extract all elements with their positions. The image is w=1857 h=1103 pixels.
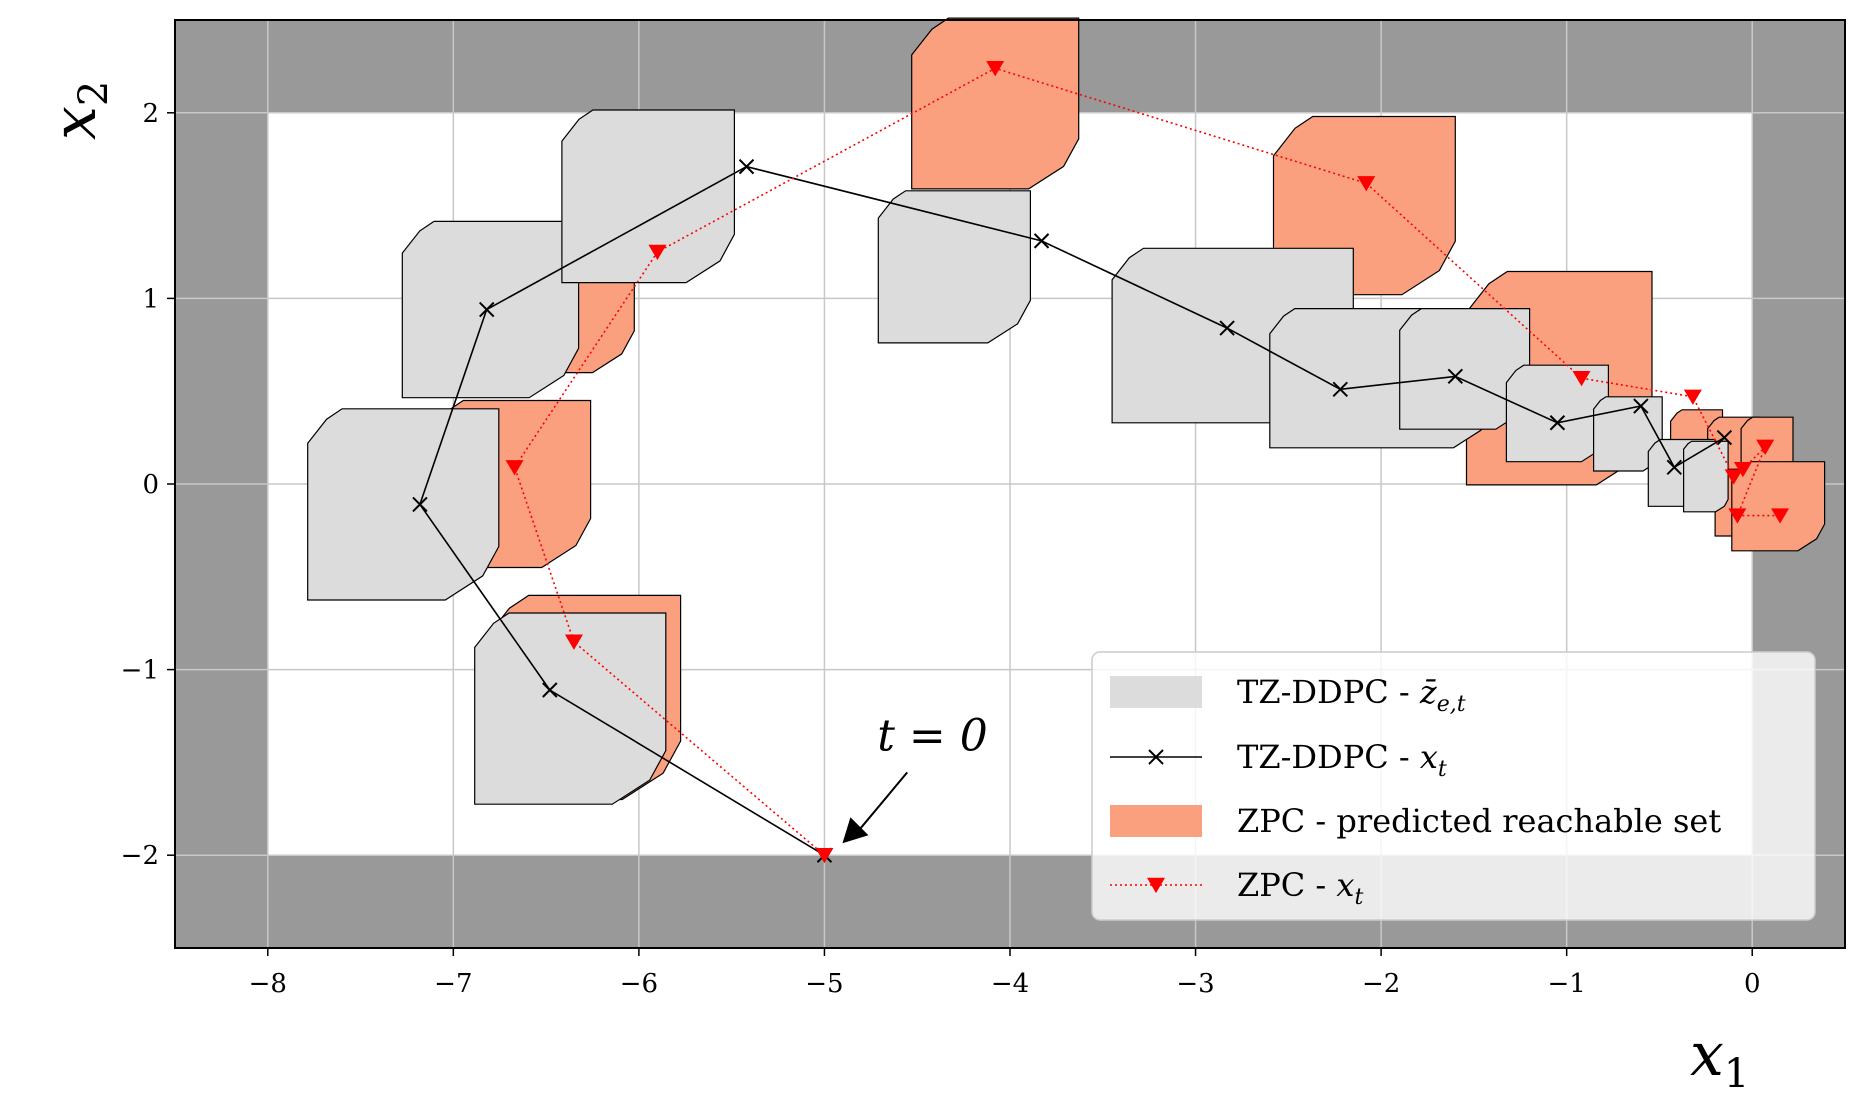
tz-point-marker bbox=[1332, 381, 1348, 398]
tz-ddpc-set bbox=[877, 190, 1032, 344]
legend-tz-line-sub: t bbox=[1438, 757, 1447, 782]
legend-tz-line-label: TZ-DDPC - xt bbox=[1237, 738, 1447, 782]
zpc-point-marker bbox=[1756, 439, 1775, 455]
tz-point-marker bbox=[479, 301, 495, 318]
zpc-point-marker bbox=[1357, 176, 1376, 192]
legend-zpc-line-math: x bbox=[1336, 866, 1354, 904]
tz-ddpc-set bbox=[474, 612, 667, 805]
annotation-arrow-head bbox=[842, 817, 869, 844]
tz-point-marker bbox=[542, 682, 558, 698]
tz-point-marker bbox=[412, 496, 428, 513]
x-tick-label: −7 bbox=[434, 969, 472, 999]
x-axis-label-sub: 1 bbox=[1724, 1051, 1749, 1097]
y-tick-label: 2 bbox=[142, 99, 159, 129]
y-tick-label: −1 bbox=[121, 656, 159, 686]
legend-box bbox=[1091, 651, 1816, 921]
zpc-point-marker bbox=[986, 61, 1005, 77]
zpc-point-marker bbox=[1728, 508, 1747, 524]
tz-point-marker bbox=[1666, 459, 1682, 476]
zpc-point-marker bbox=[1572, 371, 1591, 387]
zpc-point-marker bbox=[648, 244, 667, 261]
x-axis-label: x1 bbox=[1690, 1020, 1749, 1097]
annotation-label: t = 0 bbox=[877, 710, 988, 761]
legend-zpc-set-swatch bbox=[1110, 805, 1202, 837]
tz-ddpc-set bbox=[401, 220, 580, 399]
tz-ddpc-set bbox=[307, 408, 500, 601]
zpc-point-marker bbox=[1724, 469, 1743, 485]
zpc-reachable-set bbox=[1731, 461, 1826, 552]
tz-point-marker bbox=[1549, 415, 1566, 431]
y-axis-label: x2 bbox=[40, 81, 117, 140]
legend-tz-set-sub: e,t bbox=[1437, 692, 1466, 717]
zpc-point-marker bbox=[1771, 508, 1790, 524]
y-tick-label: 1 bbox=[142, 284, 159, 314]
tz-point-marker bbox=[1633, 398, 1649, 414]
zpc-point-marker bbox=[815, 848, 834, 864]
zpc-reachable-set bbox=[911, 17, 1080, 190]
x-tick-label: −2 bbox=[1362, 969, 1400, 999]
y-axis-label-sub: 2 bbox=[71, 81, 117, 106]
x-tick-label: −1 bbox=[1548, 969, 1586, 999]
legend-zpc-line-label: ZPC - xt bbox=[1237, 866, 1363, 910]
x-tick-label: −4 bbox=[991, 969, 1029, 999]
legend-tz-set-label: TZ-DDPC - z̄e,t bbox=[1237, 673, 1466, 717]
tz-point-marker bbox=[738, 158, 755, 175]
zpc-point-marker bbox=[505, 460, 524, 476]
legend-zpc-marker bbox=[1147, 877, 1165, 894]
annotation-arrow-shaft bbox=[855, 771, 908, 834]
tz-point-marker bbox=[1219, 320, 1235, 336]
y-tick-label: 0 bbox=[142, 470, 159, 500]
zpc-point-marker bbox=[1733, 461, 1752, 478]
zpc-point-marker bbox=[564, 634, 583, 650]
tz-point-marker bbox=[1447, 368, 1464, 385]
y-tick-label: −2 bbox=[121, 841, 159, 871]
x-tick-label: −6 bbox=[620, 969, 658, 999]
tz-point-marker bbox=[1716, 429, 1733, 446]
legend-tz-marker bbox=[1148, 749, 1164, 765]
zpc-point-marker bbox=[1683, 389, 1702, 405]
legend-tz-line-math: x bbox=[1420, 738, 1438, 776]
legend-zpc-line-sub: t bbox=[1354, 885, 1363, 910]
legend-zpc-set-label: ZPC - predicted reachable set bbox=[1237, 802, 1721, 840]
x-tick-label: −5 bbox=[805, 969, 843, 999]
legend-tz-set-math: z̄ bbox=[1419, 673, 1438, 711]
x-tick-label: −8 bbox=[249, 969, 287, 999]
x-tick-label: −3 bbox=[1176, 969, 1214, 999]
tz-ddpc-set bbox=[561, 109, 736, 284]
tz-ddpc-set bbox=[1682, 440, 1729, 513]
tz-point-marker bbox=[1033, 233, 1050, 249]
x-tick-label: 0 bbox=[1744, 969, 1761, 999]
legend-tz-set-swatch bbox=[1110, 676, 1202, 708]
